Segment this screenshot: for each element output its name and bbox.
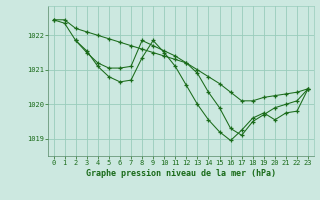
- X-axis label: Graphe pression niveau de la mer (hPa): Graphe pression niveau de la mer (hPa): [86, 169, 276, 178]
